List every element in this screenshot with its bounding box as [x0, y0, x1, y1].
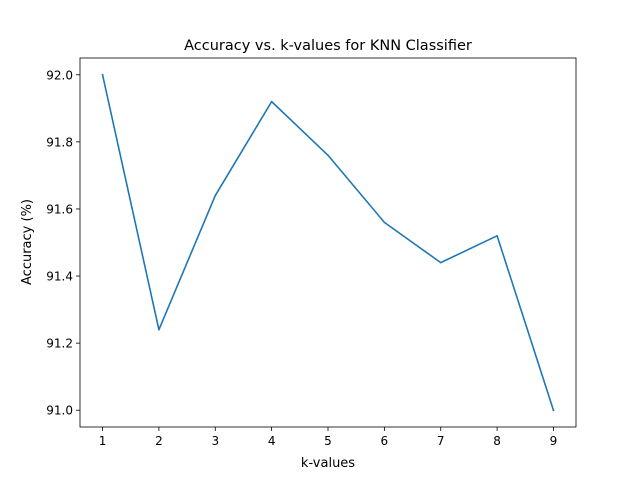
data-point: [327, 154, 329, 157]
data-point: [214, 194, 217, 197]
data-point: [158, 328, 160, 331]
x-tick-label: 9: [550, 434, 558, 448]
data-point: [383, 221, 386, 224]
axes-frame: [79, 57, 577, 428]
data-point: [496, 234, 498, 237]
x-tick-label: 6: [381, 434, 389, 448]
y-tick-label: 91.0: [46, 404, 73, 418]
y-tick-label: 91.4: [46, 270, 73, 284]
data-point: [270, 100, 273, 103]
data-point: [552, 409, 555, 412]
y-tick-label: 91.8: [46, 135, 73, 149]
x-axis-label: k-values: [301, 456, 355, 471]
y-tick-label: 92.0: [46, 68, 73, 82]
y-tick-label: 91.2: [46, 337, 73, 351]
plot-area: 1 2 3 4 5 6 7 8 9 91.0 91.2 91.4 91.6 91.8 92.0: [46, 57, 577, 448]
x-tick-label: 3: [211, 434, 219, 448]
chart-title: Accuracy vs. k-values for KNN Classifier: [184, 38, 472, 54]
x-tick-label: 1: [99, 434, 107, 448]
data-point: [439, 261, 442, 264]
x-tick-label: 5: [324, 434, 332, 448]
y-axis-label: Accuracy (%): [20, 199, 35, 285]
x-tick-label: 7: [437, 434, 445, 448]
x-tick-label: 8: [493, 434, 501, 448]
data-point: [101, 73, 104, 76]
series-line: [101, 73, 555, 412]
x-tick-label: 2: [155, 434, 163, 448]
y-tick-label: 91.6: [46, 202, 73, 216]
x-tick-label: 4: [268, 434, 276, 448]
